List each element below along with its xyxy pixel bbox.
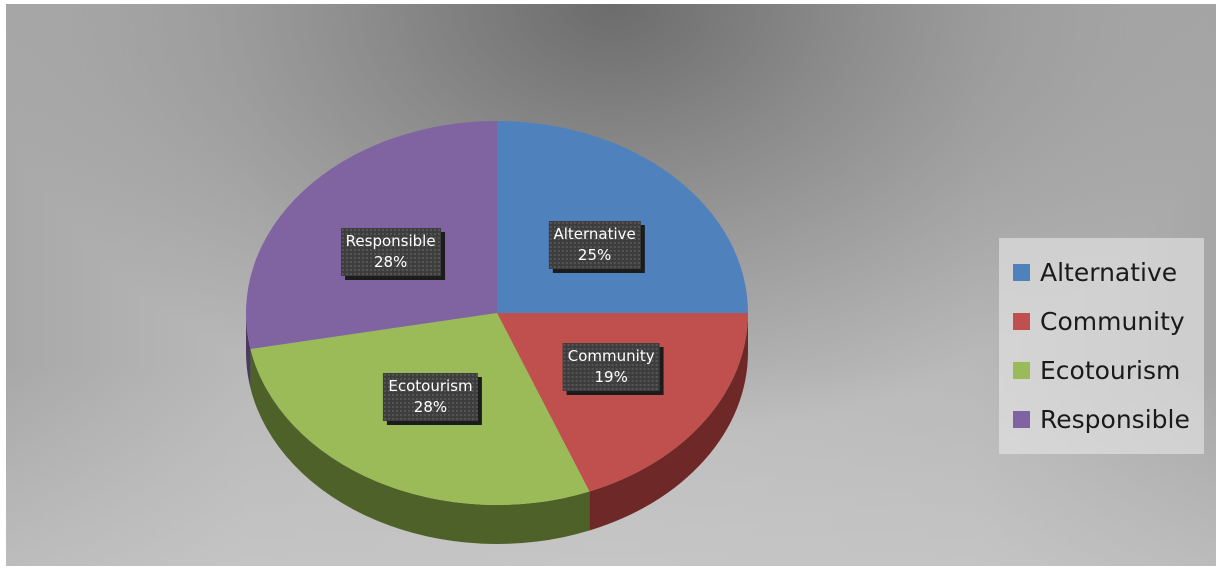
legend-label: Community [1040,307,1185,336]
pie-sides [246,313,748,545]
legend-item-community: Community [999,297,1204,346]
legend-item-responsible: Responsible [999,395,1204,444]
legend-swatch [1013,264,1030,281]
legend: Alternative Community Ecotourism Respons… [999,238,1204,454]
legend-item-alternative: Alternative [999,248,1204,297]
data-label-category: Alternative [553,225,636,244]
pie-side-responsible [246,313,251,388]
data-label-value: 19% [594,367,628,386]
legend-label: Alternative [1040,258,1178,287]
pie-side-community [589,313,748,531]
legend-swatch [1013,362,1030,379]
data-label-responsible: Responsible 28% [340,227,441,276]
legend-label: Responsible [1040,405,1190,434]
data-label-category: Ecotourism [388,377,473,396]
data-label-category: Responsible [345,231,436,250]
pie-tops [246,121,748,505]
legend-swatch [1013,411,1030,428]
chart-area: Alternative 25% Community 19% Ecotourism… [6,4,1216,566]
data-label-category: Community [567,346,655,365]
data-label-value: 25% [577,246,612,265]
data-label-value: 28% [373,252,408,271]
data-label-ecotourism: Ecotourism 28% [383,373,478,422]
pie-slice-alternative [497,121,748,313]
legend-item-ecotourism: Ecotourism [999,346,1204,395]
data-label-community: Community 19% [562,342,660,391]
data-label-value: 28% [413,398,448,417]
data-label-alternative: Alternative 25% [548,221,641,270]
legend-label: Ecotourism [1040,356,1181,385]
pie-slice-community [497,313,748,492]
legend-swatch [1013,313,1030,330]
pie-side-ecotourism [250,348,590,545]
